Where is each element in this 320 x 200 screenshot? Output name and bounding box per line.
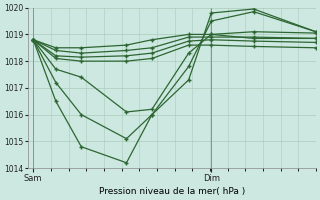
X-axis label: Pression niveau de la mer( hPa ): Pression niveau de la mer( hPa ) xyxy=(99,187,245,196)
